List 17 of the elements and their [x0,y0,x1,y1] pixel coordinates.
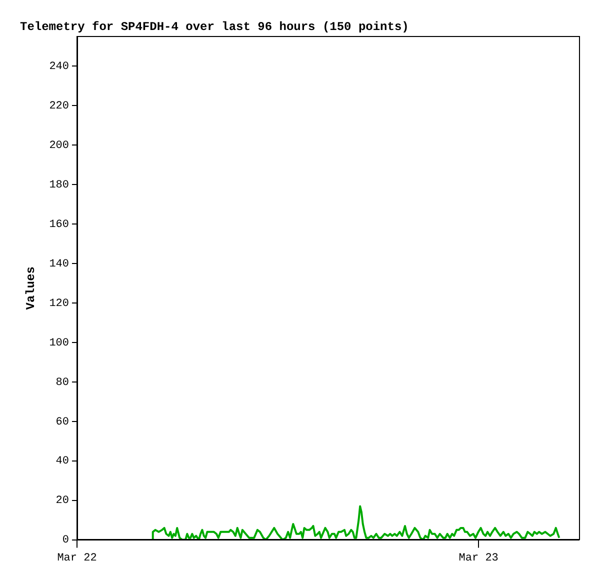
y-tick-label: 200 [49,140,69,152]
y-tick-label: 100 [49,337,69,350]
x-tick-label: Mar 22 [57,552,97,564]
y-tick-label: 0 [62,534,69,547]
chart-title: Telemetry for SP4FDH-4 over last 96 hours (150 points) [20,20,409,34]
x-tick-label: Mar 23 [458,552,498,564]
y-tick-label: 20 [56,495,69,508]
y-tick-label: 220 [49,100,69,112]
y-tick-label: 140 [49,258,69,270]
y-tick-label: 180 [49,179,69,192]
y-tick-label: 120 [49,298,69,310]
y-axis-title: Values [24,266,38,310]
y-tick-label: 240 [49,60,69,73]
y-tick-label: 80 [56,376,69,389]
y-tick-label: 160 [49,218,69,231]
y-tick-label: 40 [56,456,69,468]
y-tick-label: 60 [56,416,69,428]
